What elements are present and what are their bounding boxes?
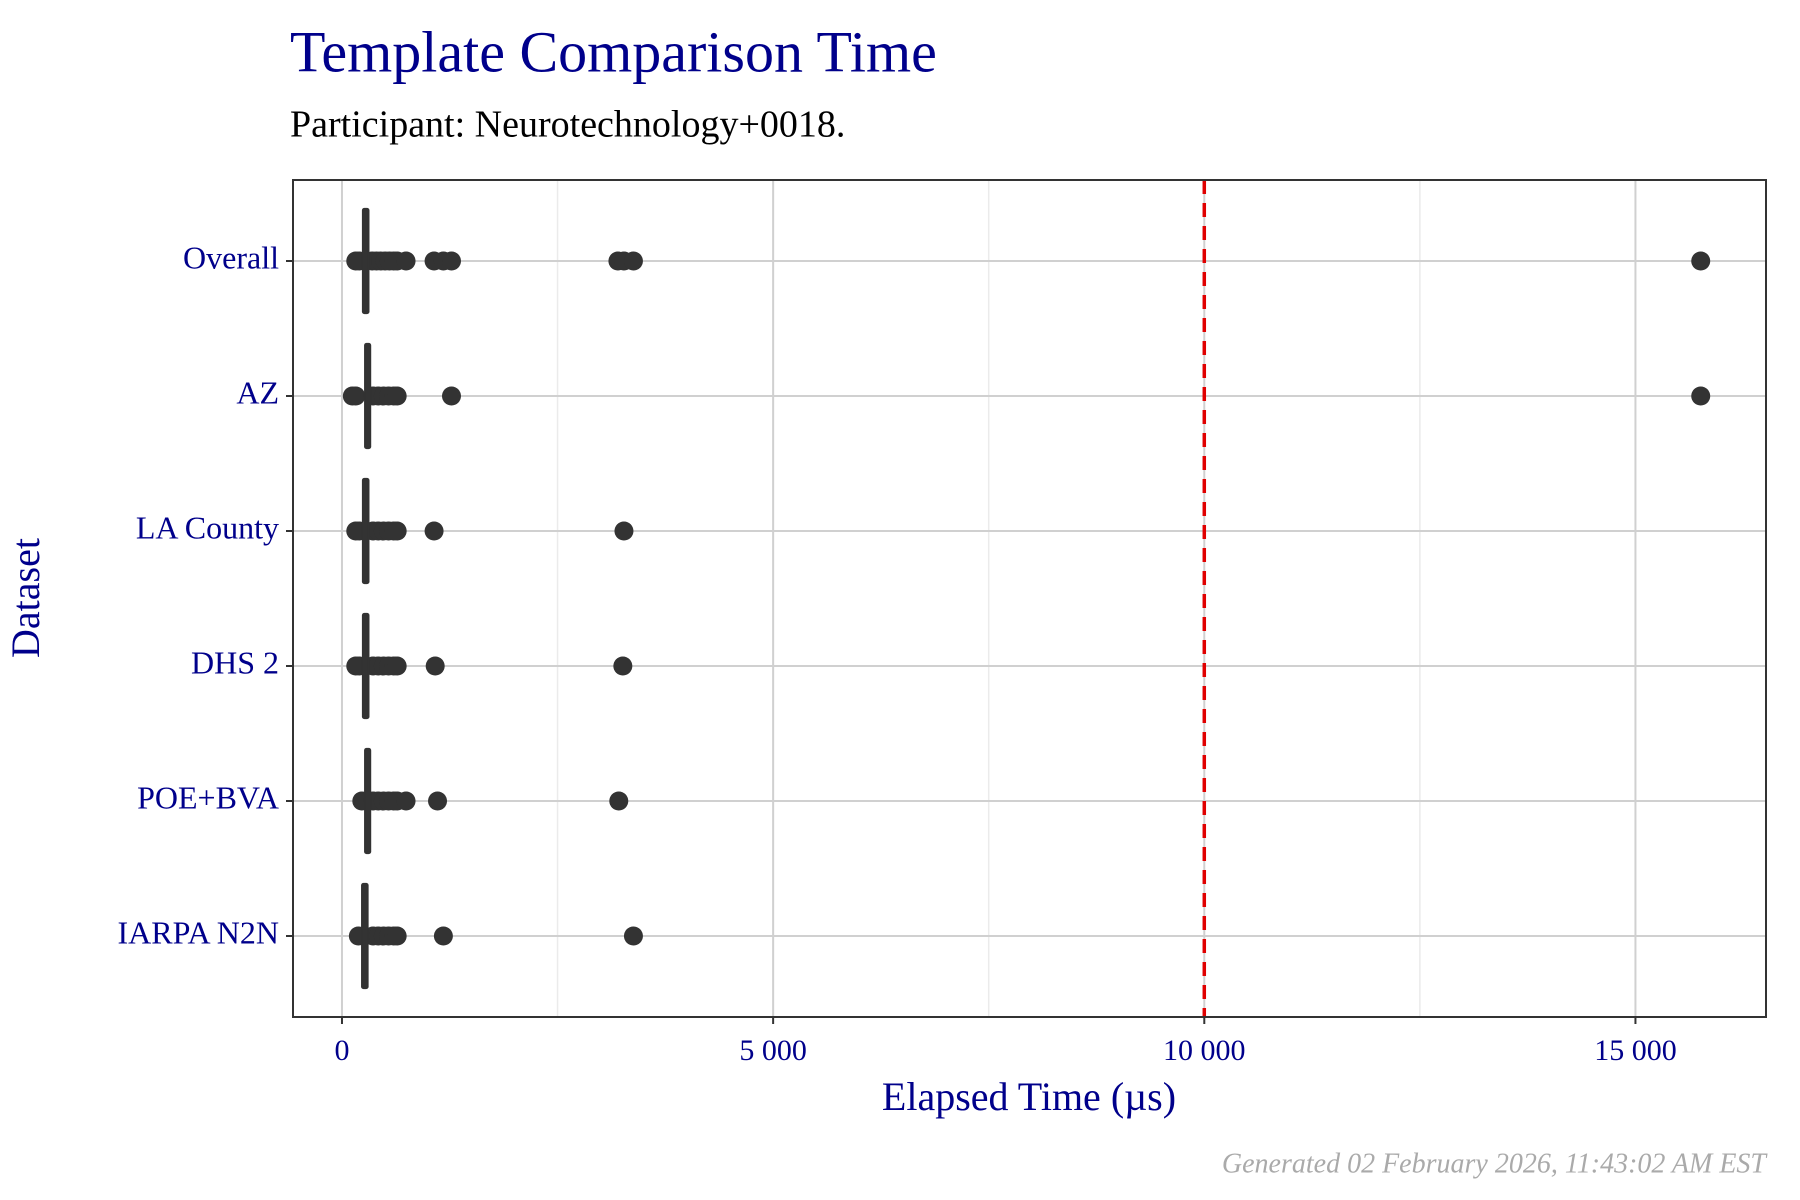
outlier — [425, 656, 445, 676]
y-tick-label: DHS 2 — [191, 644, 279, 680]
outlier — [623, 251, 643, 271]
outlier — [346, 386, 366, 406]
footer: Generated 02 February 2026, 11:43:02 AM … — [1222, 1148, 1769, 1179]
y-axis-title: Dataset — [3, 538, 48, 658]
y-tick-label: POE+BVA — [137, 779, 279, 815]
plot-border — [292, 179, 1767, 1018]
outlier — [614, 521, 634, 541]
outlier — [428, 791, 448, 811]
y-tick-label: AZ — [236, 374, 279, 410]
outlier — [387, 386, 407, 406]
outlier — [441, 386, 461, 406]
outlier — [1691, 386, 1711, 406]
outlier — [387, 926, 407, 946]
outlier — [441, 251, 461, 271]
outlier — [396, 791, 416, 811]
x-tick-label: 0 — [334, 1034, 349, 1067]
chart-title: Template Comparison Time — [290, 19, 937, 84]
outlier — [613, 656, 633, 676]
outlier — [387, 656, 407, 676]
y-tick-label: LA County — [136, 509, 279, 545]
outlier — [433, 926, 453, 946]
y-tick-label: IARPA N2N — [117, 914, 279, 950]
x-tick-label: 10 000 — [1163, 1034, 1246, 1067]
outlier — [387, 521, 407, 541]
outlier — [609, 791, 629, 811]
outlier — [396, 251, 416, 271]
y-tick-label: Overall — [183, 239, 279, 275]
x-tick-label: 15 000 — [1594, 1034, 1677, 1067]
outlier — [424, 521, 444, 541]
outlier — [623, 926, 643, 946]
outlier — [1691, 251, 1711, 271]
x-axis-title: Elapsed Time (µs) — [882, 1074, 1176, 1119]
x-tick-label: 5 000 — [739, 1034, 807, 1067]
chart-subtitle: Participant: Neurotechnology+0018. — [290, 104, 845, 146]
